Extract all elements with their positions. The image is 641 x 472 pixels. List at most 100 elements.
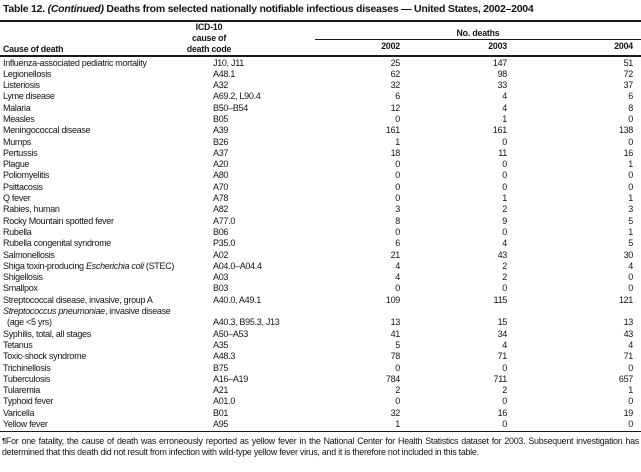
icd-code-cell: A48.1 — [213, 68, 236, 79]
cause-cell: Rabies, human — [3, 204, 60, 215]
icd-code-cell: A40.0, A49.1 — [213, 294, 261, 305]
title-divider — [0, 20, 641, 22]
icd-code-cell: B06 — [213, 226, 229, 237]
cause-cell: Rocky Mountain spotted fever — [3, 215, 114, 226]
deaths-2003-cell: 0 — [502, 396, 507, 407]
deaths-2002-cell: 4 — [395, 260, 400, 271]
deaths-2002-cell: 12 — [390, 102, 401, 113]
deaths-2004-cell: 19 — [623, 407, 634, 418]
icd-code-cell: P35.0 — [213, 238, 236, 249]
deaths-2003-cell: 1 — [502, 113, 507, 124]
deaths-2003-cell: 43 — [497, 249, 508, 260]
deaths-2002-cell: 0 — [395, 396, 400, 407]
cause-cell: Shiga toxin-producing Escherichia coli (… — [3, 260, 175, 271]
deaths-2004-cell: 138 — [618, 125, 633, 136]
deaths-2004-cell: 16 — [623, 147, 634, 158]
table-row: Legionellosis A48.1 62 98 72 — [3, 69, 633, 80]
deaths-2003-cell: 4 — [502, 102, 507, 113]
table-row: Syphilis, total, all stages A50–A53 41 34 43 — [3, 329, 633, 340]
deaths-2002-cell: 0 — [395, 193, 400, 204]
deaths-2002-cell: 13 — [390, 317, 401, 328]
deaths-2003-cell: 0 — [502, 283, 507, 294]
deaths-2003-cell: 1 — [502, 193, 507, 204]
table-title-rest: Deaths from selected nationally notifiab… — [103, 3, 534, 15]
cause-cell: Mumps — [3, 136, 32, 147]
deaths-2003-cell: 2 — [502, 204, 507, 215]
icd-code-cell: J10, J11 — [213, 57, 244, 68]
deaths-2002-cell: 1 — [395, 136, 400, 147]
icd-code-cell: A03 — [213, 272, 229, 283]
cause-cell: Psittacosis — [3, 181, 43, 192]
table-row: Listeriosis A32 32 33 37 — [3, 80, 633, 91]
cause-cell: Pertussis — [3, 147, 38, 158]
table-row: Tuberculosis A16–A19 784 711 657 — [3, 374, 633, 385]
no-deaths-spanner-header: No. deaths — [315, 28, 641, 40]
icd-code-cell: A82 — [213, 204, 229, 215]
year-header-2004: 2004 — [614, 41, 633, 51]
cause-cell: Varicella — [3, 407, 35, 418]
deaths-2002-cell: 5 — [395, 339, 400, 350]
deaths-2004-cell: 0 — [628, 419, 633, 429]
deaths-2004-cell: 4 — [628, 339, 633, 350]
year-header-2003: 2003 — [488, 41, 507, 51]
icd-code-cell: A21 — [213, 385, 229, 396]
deaths-2002-cell: 32 — [390, 407, 401, 418]
year-headers-spacer-1 — [3, 41, 210, 51]
year-header-2002: 2002 — [381, 41, 400, 51]
icd-code-cell: A35 — [213, 339, 229, 350]
deaths-2004-cell: 0 — [628, 113, 633, 124]
deaths-2004-cell: 13 — [623, 317, 634, 328]
deaths-2003-cell: 115 — [493, 294, 508, 305]
deaths-2002-cell: 62 — [390, 68, 401, 79]
deaths-2004-cell: 72 — [623, 68, 634, 79]
deaths-2003-cell: 0 — [502, 226, 507, 237]
header-divider — [0, 55, 641, 57]
icd-code-cell: A69.2, L90.4 — [213, 91, 261, 102]
deaths-2004-cell: 5 — [628, 215, 633, 226]
deaths-2002-cell: 0 — [395, 362, 400, 373]
deaths-2003-cell: 0 — [502, 170, 507, 181]
deaths-2002-cell: 25 — [390, 57, 401, 68]
footnote: ¶For one fatality, the cause of death wa… — [2, 436, 639, 458]
deaths-2003-cell — [400, 306, 507, 317]
deaths-2004-cell: 0 — [628, 170, 633, 181]
cause-cell: (age <5 yrs) — [7, 317, 52, 328]
cause-cell: Q fever — [3, 193, 31, 204]
deaths-2003-cell: 9 — [502, 215, 507, 226]
table-row: Yellow fever A95 1 0 0 — [3, 419, 633, 430]
deaths-2003-cell: 33 — [497, 80, 508, 91]
table-title: Table 12. (Continued) Deaths from select… — [3, 3, 639, 15]
icd-code-cell: A20 — [213, 159, 229, 170]
deaths-2002-cell: 3 — [395, 204, 400, 215]
icd-code-cell: A95 — [213, 419, 229, 429]
deaths-2004-cell: 37 — [623, 80, 634, 91]
deaths-2003-cell: 11 — [498, 147, 507, 158]
deaths-2002-cell: 0 — [395, 181, 400, 192]
deaths-2004-cell: 121 — [618, 294, 633, 305]
cause-cell: Smallpox — [3, 283, 38, 294]
icd-code-cell: A37 — [213, 147, 229, 158]
table-row: Poliomyelitis A80 0 0 0 — [3, 170, 633, 181]
cause-cell: Influenza-associated pediatric mortality — [3, 57, 147, 68]
deaths-2002-cell: 0 — [395, 113, 400, 124]
table-row: Lyme disease A69.2, L90.4 6 4 6 — [3, 91, 633, 102]
deaths-2004-cell: 657 — [618, 373, 633, 384]
deaths-2003-cell: 0 — [502, 159, 507, 170]
cause-cell: Salmonellosis — [3, 249, 55, 260]
deaths-2002-cell: 6 — [395, 91, 400, 102]
icd-code-cell: A77.0 — [213, 215, 236, 226]
year-headers-spacer-2 — [210, 41, 308, 51]
cause-cell: Rubella — [3, 226, 32, 237]
deaths-2004-cell — [507, 306, 633, 317]
cause-cell: Toxic-shock syndrome — [3, 351, 87, 362]
deaths-2003-cell: 34 — [497, 328, 508, 339]
table-row: Tularemia A21 2 2 1 — [3, 385, 633, 396]
icd-code-cell — [210, 306, 308, 317]
footnote-text: For one fatality, the cause of death was… — [2, 436, 639, 457]
icd-header-line-2: cause of — [191, 33, 227, 43]
deaths-2004-cell: 4 — [628, 260, 633, 271]
deaths-2002-cell: 109 — [385, 294, 400, 305]
icd-code-cell: B26 — [213, 136, 229, 147]
deaths-2004-cell: 0 — [628, 396, 633, 407]
icd-code-cell: B03 — [213, 283, 229, 294]
